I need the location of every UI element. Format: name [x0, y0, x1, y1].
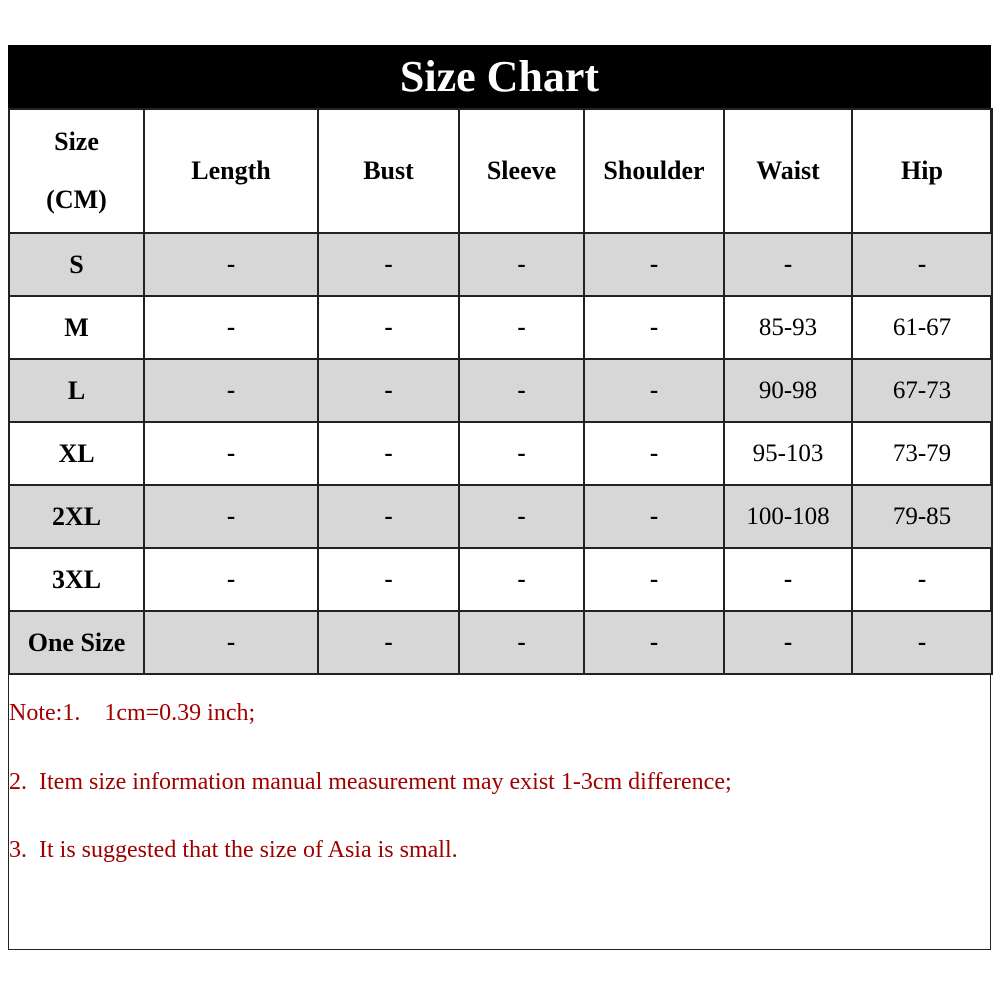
table-cell: - — [317, 232, 460, 297]
header-shoulder: Shoulder — [583, 108, 725, 234]
chart-title: Size Chart — [8, 45, 991, 108]
table-cell: - — [143, 295, 319, 360]
table-cell: - — [723, 232, 853, 297]
table-cell: - — [583, 295, 725, 360]
table-cell: - — [458, 610, 585, 675]
size-label-cell: 3XL — [8, 547, 145, 612]
table-cell: - — [143, 232, 319, 297]
table-cell: 61-67 — [851, 295, 993, 360]
header-waist: Waist — [723, 108, 853, 234]
table-cell: - — [317, 295, 460, 360]
table-cell: 85-93 — [723, 295, 853, 360]
table-cell: - — [583, 232, 725, 297]
table-row: 3XL - - - - - - — [8, 547, 993, 612]
table-cell: - — [583, 358, 725, 423]
table-row: M - - - -85-93 61-67 — [8, 295, 993, 360]
table-cell: - — [458, 484, 585, 549]
table-cell: - — [851, 547, 993, 612]
header-size: Size (CM) — [8, 108, 145, 234]
table-cell: 90-98 — [723, 358, 853, 423]
header-size-line1: Size — [54, 127, 99, 156]
table-cell: - — [851, 232, 993, 297]
table-cell: - — [583, 547, 725, 612]
table-cell: 79-85 — [851, 484, 993, 549]
table-cell: - — [583, 421, 725, 486]
table-cell: - — [143, 358, 319, 423]
table-row: 2XL - - - -100-108 79-85 — [8, 484, 993, 549]
size-label-cell: XL — [8, 421, 145, 486]
table-row: L - - - -90-98 67-73 — [8, 358, 993, 423]
table-cell: - — [458, 358, 585, 423]
table-cell: - — [851, 610, 993, 675]
table-cell: - — [143, 421, 319, 486]
header-hip: Hip — [851, 108, 993, 234]
size-label-cell: 2XL — [8, 484, 145, 549]
size-label-cell: L — [8, 358, 145, 423]
table-cell: 67-73 — [851, 358, 993, 423]
table-row: XL - - - -95-103 73-79 — [8, 421, 993, 486]
size-label-cell: S — [8, 232, 145, 297]
size-label-cell: M — [8, 295, 145, 360]
table-row: One Size - - - - - - — [8, 610, 993, 675]
table-cell: - — [143, 610, 319, 675]
table-row: S------ — [8, 232, 993, 297]
table-cell: - — [458, 232, 585, 297]
header-size-line2: (CM) — [46, 185, 107, 214]
table-cell: - — [317, 358, 460, 423]
table-cell: - — [317, 610, 460, 675]
table-cell: - — [723, 547, 853, 612]
note-3: 3. It is suggested that the size of Asia… — [9, 837, 458, 863]
table-cell: - — [458, 547, 585, 612]
header-length: Length — [143, 108, 319, 234]
size-table: Size (CM) Length Bust Sleeve Shoulder Wai… — [8, 108, 993, 675]
table-cell: 73-79 — [851, 421, 993, 486]
header-row: Size (CM) Length Bust Sleeve Shoulder Wai… — [8, 108, 993, 234]
header-bust: Bust — [317, 108, 460, 234]
table-cell: 95-103 — [723, 421, 853, 486]
table-cell: - — [143, 547, 319, 612]
table-cell: - — [317, 421, 460, 486]
note-2: 2. Item size information manual measurem… — [9, 769, 732, 795]
header-sleeve: Sleeve — [458, 108, 585, 234]
table-cell: 100-108 — [723, 484, 853, 549]
table-cell: - — [143, 484, 319, 549]
size-label-cell: One Size — [8, 610, 145, 675]
note-1: Note:1. 1cm=0.39 inch; — [9, 700, 256, 726]
table-cell: - — [458, 295, 585, 360]
table-cell: - — [723, 610, 853, 675]
table-cell: - — [458, 421, 585, 486]
table-cell: - — [317, 547, 460, 612]
table-cell: - — [317, 484, 460, 549]
table-cell: - — [583, 484, 725, 549]
table-cell: - — [583, 610, 725, 675]
